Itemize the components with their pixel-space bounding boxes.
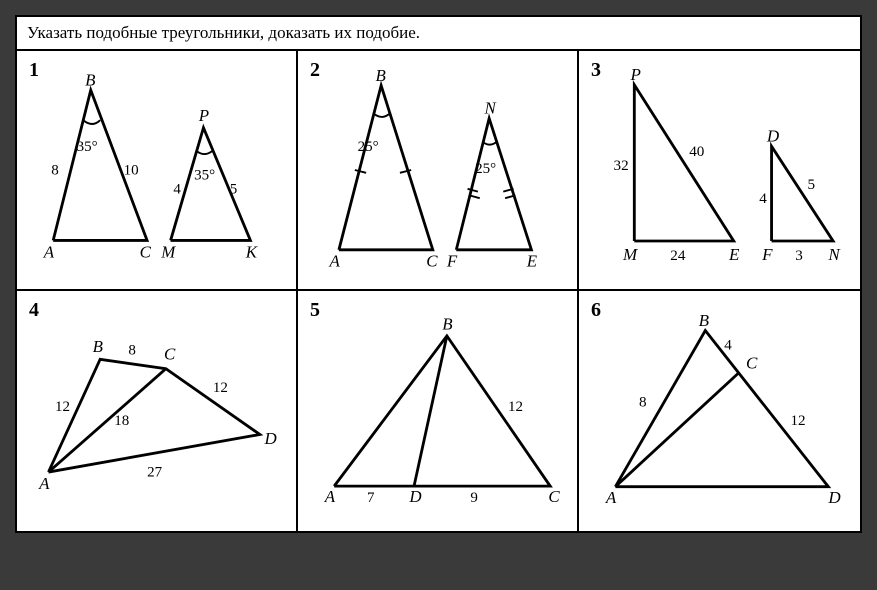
svg-text:24: 24 [670, 248, 686, 264]
svg-text:B: B [699, 311, 710, 330]
problem-3: 3 P M E 32 40 24 D F N 4 5 3 [579, 51, 860, 291]
svg-text:12: 12 [55, 399, 70, 415]
svg-text:5: 5 [808, 177, 816, 193]
svg-text:A: A [38, 474, 50, 493]
svg-text:N: N [827, 245, 841, 264]
svg-text:12: 12 [508, 399, 523, 415]
svg-text:C: C [426, 252, 438, 271]
problem-number: 3 [591, 59, 601, 82]
svg-text:C: C [164, 344, 176, 363]
svg-text:8: 8 [639, 394, 647, 410]
svg-text:P: P [198, 106, 209, 125]
svg-text:D: D [264, 429, 277, 448]
svg-text:A: A [43, 242, 55, 261]
svg-text:B: B [376, 66, 386, 85]
svg-text:4: 4 [173, 181, 181, 197]
svg-text:25°: 25° [475, 161, 496, 177]
svg-text:7: 7 [367, 490, 375, 506]
problem-number: 5 [310, 299, 320, 322]
svg-text:5: 5 [230, 181, 238, 197]
worksheet: Указать подобные треугольники, доказать … [15, 15, 862, 533]
svg-text:F: F [446, 252, 458, 271]
diagram-2: B A C 25° N F E 25° [306, 59, 569, 281]
svg-text:D: D [766, 127, 780, 146]
svg-text:32: 32 [614, 158, 629, 174]
header-instruction: Указать подобные треугольники, доказать … [17, 17, 860, 51]
diagram-5: A B C D 7 9 12 [306, 299, 569, 523]
svg-text:M: M [622, 245, 638, 264]
diagram-3: P M E 32 40 24 D F N 4 5 3 [587, 59, 852, 281]
svg-text:M: M [160, 242, 176, 261]
problem-number: 4 [29, 299, 39, 322]
svg-text:B: B [93, 337, 103, 356]
svg-text:4: 4 [759, 191, 767, 207]
svg-text:A: A [324, 487, 336, 506]
svg-text:3: 3 [795, 248, 803, 264]
problem-number: 6 [591, 299, 601, 322]
svg-text:35°: 35° [194, 167, 215, 183]
svg-text:12: 12 [213, 380, 228, 396]
svg-text:B: B [442, 314, 452, 333]
svg-text:12: 12 [790, 413, 805, 429]
problem-5: 5 A B C D 7 9 12 [298, 291, 579, 531]
svg-text:8: 8 [128, 343, 136, 359]
svg-text:E: E [728, 245, 740, 264]
svg-text:C: C [548, 487, 560, 506]
svg-text:27: 27 [147, 465, 163, 481]
svg-text:A: A [328, 252, 340, 271]
problem-grid: 1 B A C 8 10 35° P M K 4 5 35° [17, 51, 860, 531]
svg-text:A: A [605, 488, 617, 507]
problem-number: 2 [310, 59, 320, 82]
diagram-1: B A C 8 10 35° P M K 4 5 35° [25, 59, 288, 281]
problem-4: 4 A B C D 12 8 12 18 27 [17, 291, 298, 531]
diagram-6: A B C D 8 4 12 [587, 299, 852, 523]
problem-1: 1 B A C 8 10 35° P M K 4 5 35° [17, 51, 298, 291]
svg-text:8: 8 [51, 163, 59, 179]
svg-text:10: 10 [124, 163, 139, 179]
svg-text:P: P [630, 65, 641, 84]
svg-text:K: K [245, 242, 258, 261]
svg-text:D: D [827, 488, 841, 507]
svg-text:N: N [483, 99, 497, 118]
svg-text:C: C [746, 353, 758, 372]
svg-text:9: 9 [470, 490, 478, 506]
svg-text:40: 40 [689, 144, 704, 160]
problem-6: 6 A B C D 8 4 12 [579, 291, 860, 531]
svg-text:F: F [761, 245, 773, 264]
svg-text:E: E [526, 252, 538, 271]
svg-text:D: D [408, 487, 421, 506]
svg-text:25°: 25° [358, 139, 379, 155]
problem-number: 1 [29, 59, 39, 82]
diagram-4: A B C D 12 8 12 18 27 [25, 299, 288, 523]
svg-text:4: 4 [724, 337, 732, 353]
problem-2: 2 B A C 25° N F E 25° [298, 51, 579, 291]
svg-text:B: B [85, 70, 95, 89]
svg-text:35°: 35° [77, 139, 98, 155]
svg-text:18: 18 [114, 413, 129, 429]
svg-text:C: C [140, 242, 152, 261]
